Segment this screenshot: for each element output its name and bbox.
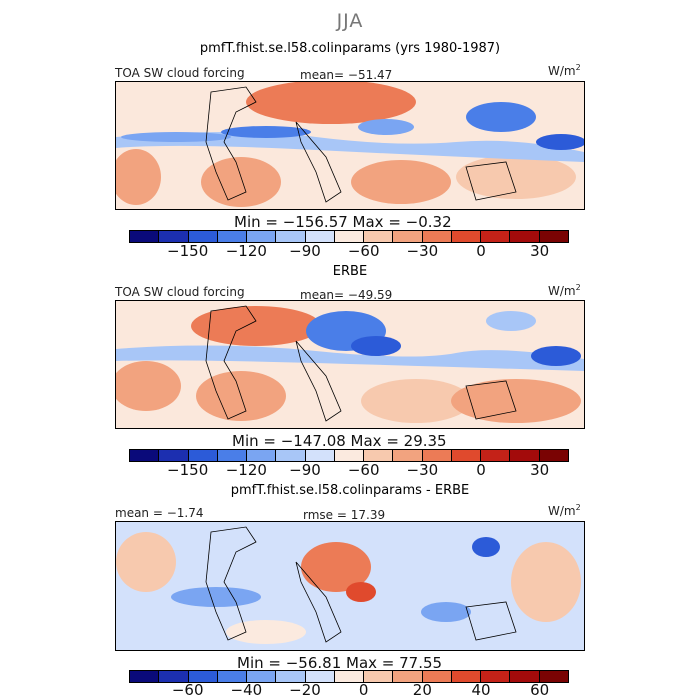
colorbar-swatch [217, 671, 248, 682]
panel-2-field [116, 301, 584, 428]
panel-3-mean-label: mean = −1.74 [115, 506, 204, 520]
panel-2-map [115, 300, 585, 429]
colorbar-swatch [481, 231, 511, 242]
colorbar-swatch [130, 450, 160, 461]
colorbar-swatch [276, 231, 306, 242]
colorbar-swatch [305, 671, 335, 682]
colorbar-swatch [510, 450, 540, 461]
colorbar-tick-label: 30 [530, 242, 550, 260]
colorbar-tick-label: −120 [225, 242, 267, 260]
colorbar-swatch [510, 671, 540, 682]
panel-1-field [116, 82, 584, 209]
colorbar-swatch [364, 450, 394, 461]
panel-2-title: ERBE [332, 264, 368, 279]
panel-3-field [116, 522, 584, 650]
page-title: JJA [336, 10, 364, 32]
colorbar-tick-label: −150 [167, 242, 209, 260]
colorbar-swatch [247, 450, 277, 461]
colorbar-tick-label: 60 [530, 681, 550, 699]
panel-1-mean-label: mean= −51.47 [300, 68, 393, 82]
colorbar-tick-label: −60 [347, 242, 380, 260]
colorbar-swatch [393, 231, 423, 242]
colorbar-tick-label: 0 [358, 681, 369, 699]
panel-1-title: pmfT.fhist.se.l58.colinparams (yrs 1980-… [199, 41, 501, 56]
colorbar-tick-label: −60 [347, 461, 380, 479]
colorbar-tick-label: 0 [476, 242, 486, 260]
colorbar-swatch [334, 450, 365, 461]
panel-3-title: pmfT.fhist.se.l58.colinparams - ERBE [230, 483, 470, 498]
colorbar-tick-label: −120 [225, 461, 267, 479]
colorbar-swatch [393, 671, 423, 682]
colorbar-swatch [159, 231, 189, 242]
panel-3-units: W/m2 [548, 503, 581, 518]
panel-2-mean-label: mean= −49.59 [300, 288, 393, 302]
colorbar-swatch [247, 231, 277, 242]
colorbar-tick-label: −150 [167, 461, 209, 479]
panel-1-units: W/m2 [548, 63, 581, 78]
colorbar-swatch [159, 671, 189, 682]
colorbar-swatch [305, 231, 335, 242]
colorbar-tick-label: −90 [289, 461, 321, 479]
panel-2-units: W/m2 [548, 283, 581, 298]
colorbar-swatch [451, 450, 482, 461]
colorbar-swatch [334, 231, 365, 242]
colorbar-swatch [364, 231, 394, 242]
colorbar-swatch [334, 671, 365, 682]
colorbar-tick-label: 30 [530, 461, 550, 479]
panel-2-colorbar [129, 449, 569, 462]
colorbar-swatch [130, 231, 160, 242]
colorbar-swatch [539, 450, 568, 461]
colorbar-swatch [217, 231, 248, 242]
colorbar-swatch [130, 671, 160, 682]
panel-3-colorbar [129, 670, 569, 683]
colorbar-tick-label: −20 [289, 681, 321, 699]
colorbar-swatch [159, 450, 189, 461]
colorbar-swatch [422, 671, 452, 682]
panel-2-left-label: TOA SW cloud forcing [115, 285, 245, 299]
colorbar-swatch [247, 671, 277, 682]
colorbar-swatch [364, 671, 394, 682]
colorbar-tick-label: 0 [476, 461, 486, 479]
colorbar-swatch [422, 231, 452, 242]
colorbar-swatch [539, 231, 568, 242]
colorbar-swatch [481, 450, 511, 461]
colorbar-tick-label: −40 [230, 681, 263, 699]
colorbar-swatch [451, 231, 482, 242]
panel-2-minmax: Min = −147.08 Max = 29.35 [232, 432, 447, 450]
panel-1-colorbar [129, 230, 569, 243]
panel-1-minmax: Min = −156.57 Max = −0.32 [234, 213, 452, 231]
panel-3-rmse-label: rmse = 17.39 [303, 508, 386, 522]
colorbar-tick-label: −60 [171, 681, 204, 699]
colorbar-tick-label: −30 [406, 461, 439, 479]
colorbar-swatch [393, 450, 423, 461]
colorbar-swatch [539, 671, 568, 682]
colorbar-swatch [188, 231, 218, 242]
colorbar-swatch [276, 671, 306, 682]
panel-3-map [115, 521, 585, 651]
colorbar-swatch [188, 450, 218, 461]
colorbar-tick-label: −30 [406, 242, 439, 260]
panel-1-map [115, 81, 585, 210]
colorbar-swatch [451, 671, 482, 682]
panel-3-minmax: Min = −56.81 Max = 77.55 [237, 654, 443, 672]
colorbar-swatch [217, 450, 248, 461]
colorbar-swatch [510, 231, 540, 242]
colorbar-tick-label: 40 [471, 681, 491, 699]
colorbar-swatch [188, 671, 218, 682]
colorbar-swatch [276, 450, 306, 461]
panel-1-left-label: TOA SW cloud forcing [115, 66, 245, 80]
colorbar-swatch [422, 450, 452, 461]
colorbar-swatch [481, 671, 511, 682]
colorbar-tick-label: −90 [289, 242, 321, 260]
colorbar-swatch [305, 450, 335, 461]
colorbar-tick-label: 20 [412, 681, 432, 699]
